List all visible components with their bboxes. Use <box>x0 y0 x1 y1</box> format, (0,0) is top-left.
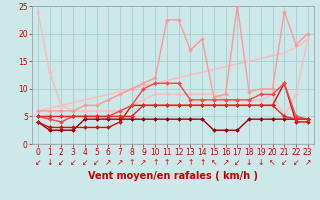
Text: ↙: ↙ <box>58 158 65 167</box>
Text: ↗: ↗ <box>222 158 229 167</box>
Text: ↙: ↙ <box>35 158 41 167</box>
Text: ↑: ↑ <box>164 158 170 167</box>
Text: ↗: ↗ <box>305 158 311 167</box>
Text: ↙: ↙ <box>82 158 88 167</box>
Text: ↑: ↑ <box>199 158 205 167</box>
Text: ↓: ↓ <box>258 158 264 167</box>
X-axis label: Vent moyen/en rafales ( km/h ): Vent moyen/en rafales ( km/h ) <box>88 171 258 181</box>
Text: ↑: ↑ <box>187 158 194 167</box>
Text: ↗: ↗ <box>175 158 182 167</box>
Text: ↗: ↗ <box>140 158 147 167</box>
Text: ↙: ↙ <box>70 158 76 167</box>
Text: ↗: ↗ <box>117 158 123 167</box>
Text: ↖: ↖ <box>269 158 276 167</box>
Text: ↙: ↙ <box>281 158 287 167</box>
Text: ↙: ↙ <box>293 158 299 167</box>
Text: ↙: ↙ <box>93 158 100 167</box>
Text: ↑: ↑ <box>152 158 158 167</box>
Text: ↙: ↙ <box>234 158 241 167</box>
Text: ↖: ↖ <box>211 158 217 167</box>
Text: ↑: ↑ <box>129 158 135 167</box>
Text: ↓: ↓ <box>46 158 53 167</box>
Text: ↗: ↗ <box>105 158 111 167</box>
Text: ↓: ↓ <box>246 158 252 167</box>
